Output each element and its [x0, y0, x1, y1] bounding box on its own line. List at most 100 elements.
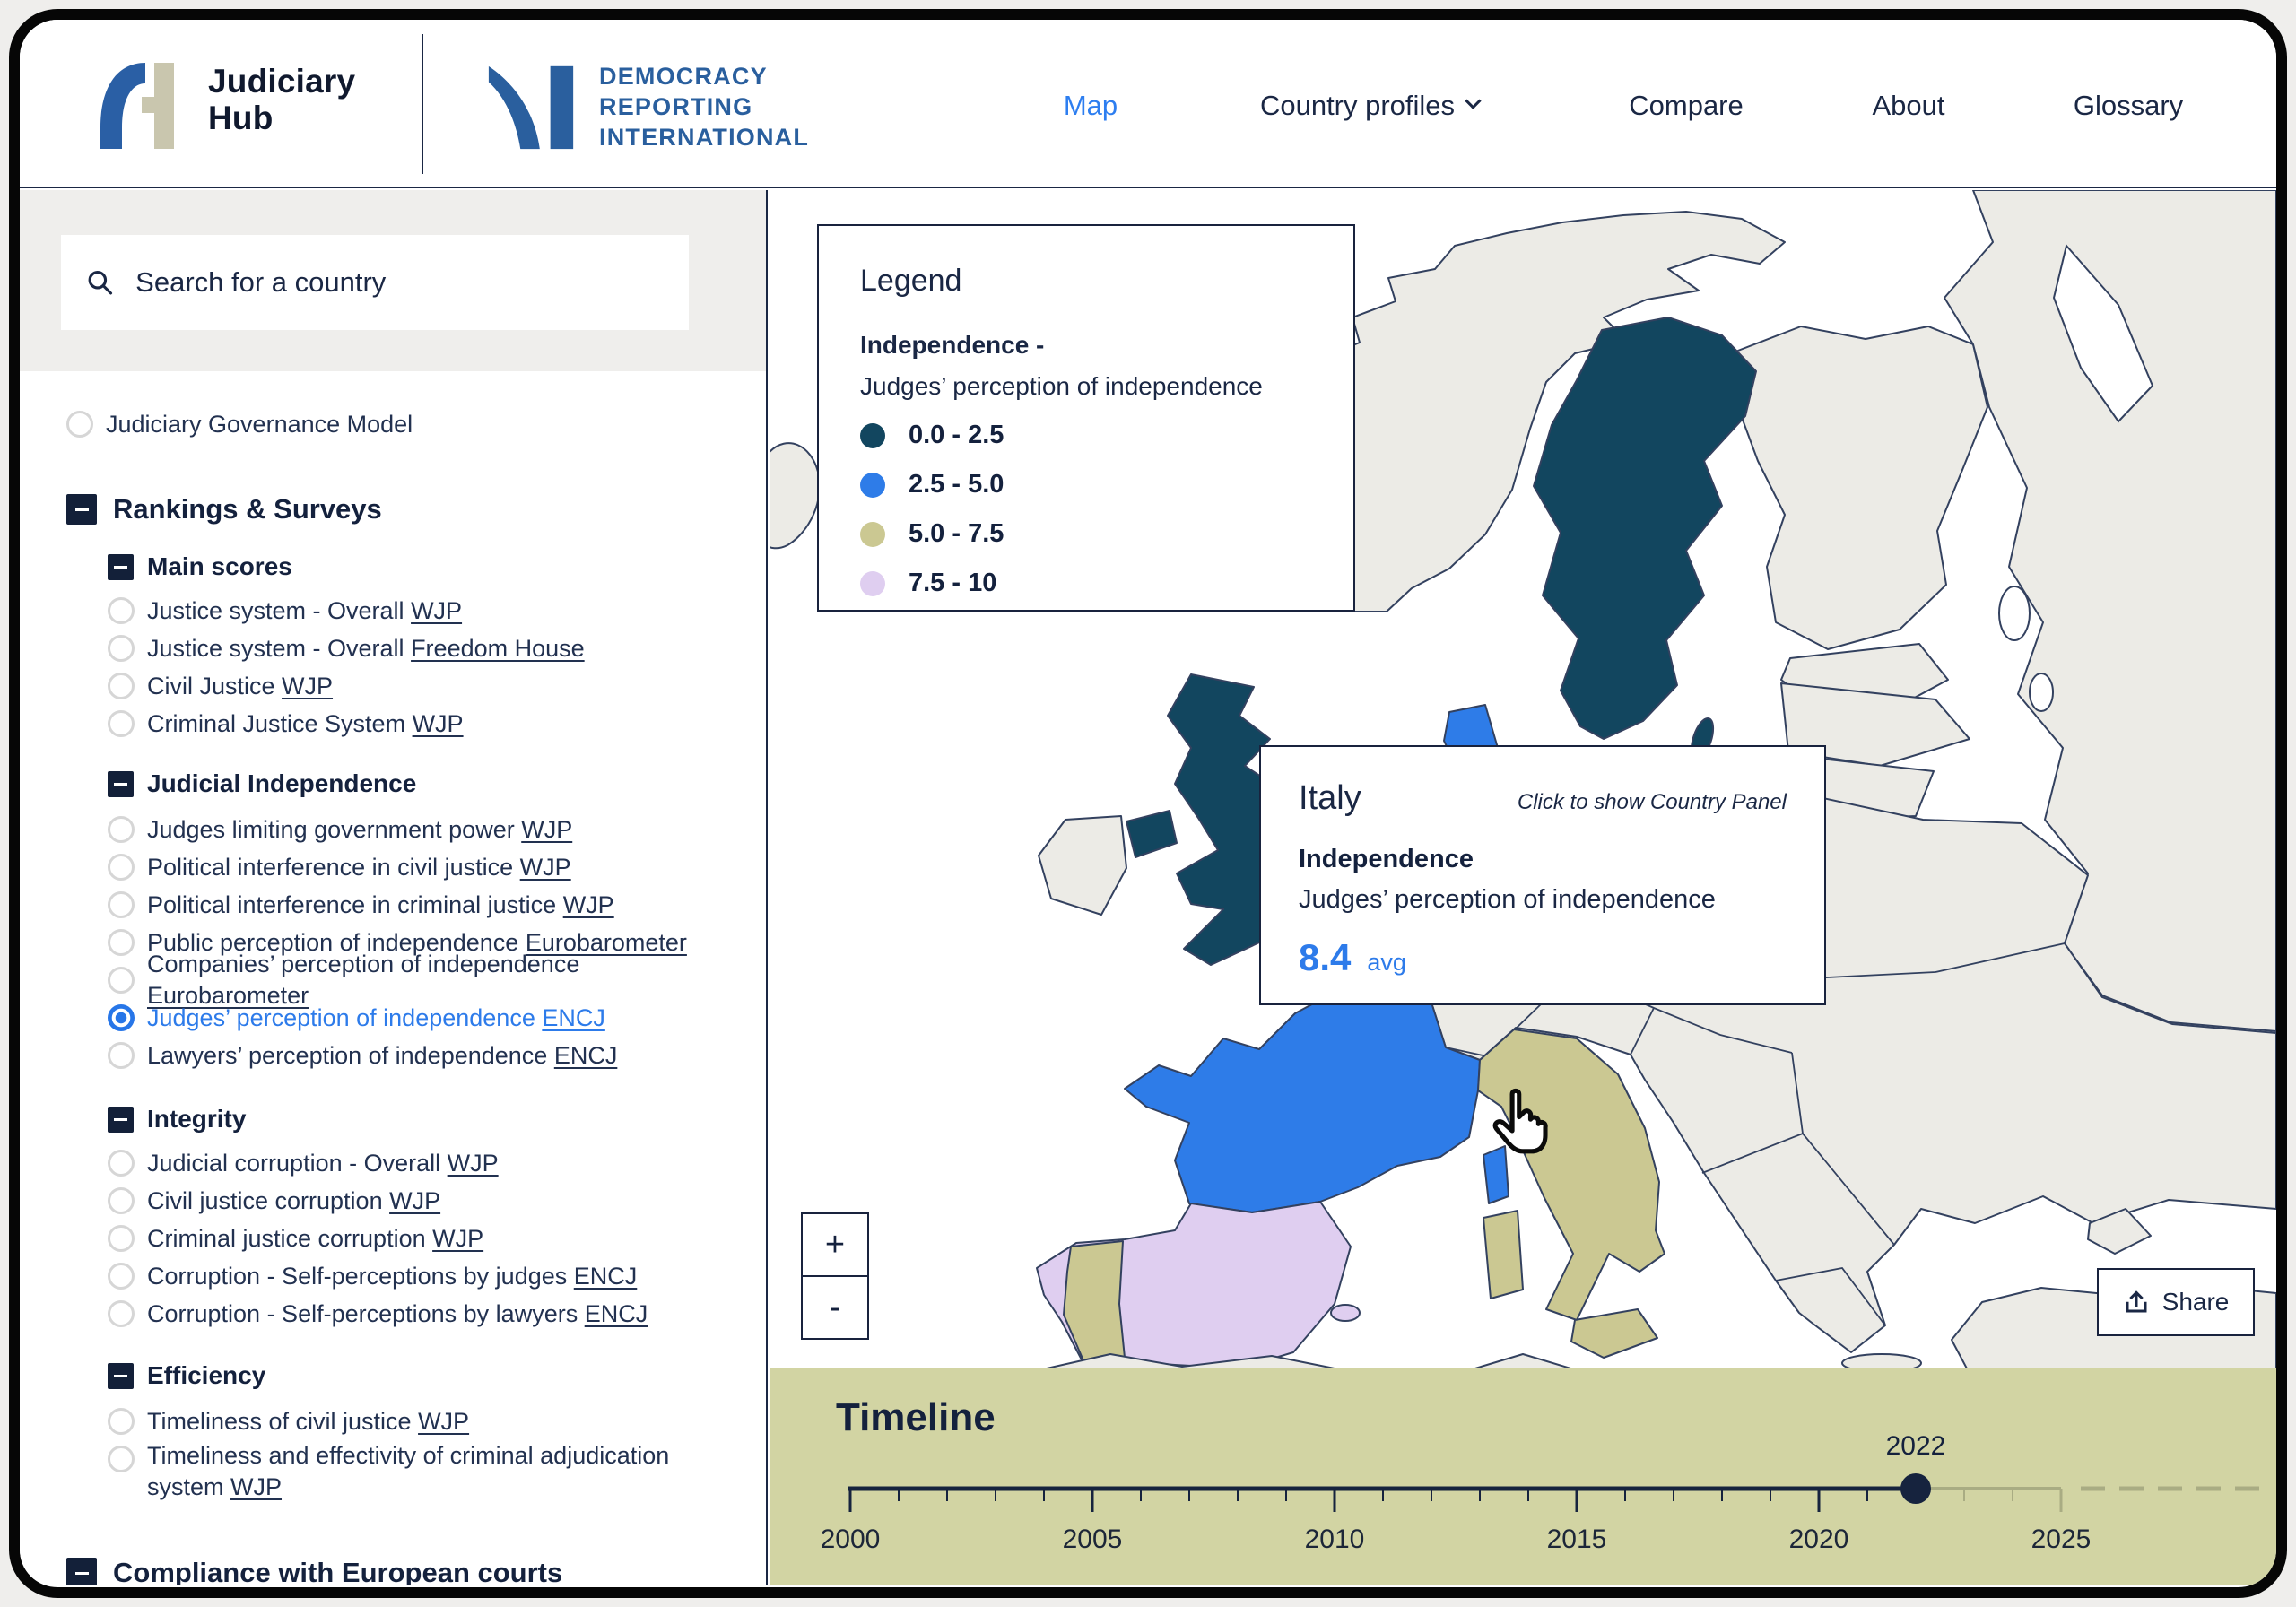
crimea[interactable]: [2087, 1208, 2152, 1255]
country-ireland[interactable]: [1038, 815, 1127, 916]
country-iceland-partial[interactable]: [770, 442, 821, 550]
sidebar-option[interactable]: Justice system - Overall WJP: [108, 592, 766, 630]
section-header-compliance-with-european-courts[interactable]: Compliance with European courts: [66, 1551, 766, 1585]
country-russia[interactable]: [1944, 190, 2276, 1032]
source-link[interactable]: WJP: [282, 672, 334, 699]
collapse-minus-icon[interactable]: [108, 1106, 134, 1133]
radio[interactable]: [108, 1300, 135, 1327]
radio[interactable]: [108, 673, 135, 699]
source-link[interactable]: WJP: [418, 1407, 470, 1435]
subsection-header-judicial-independence[interactable]: Judicial Independence: [108, 768, 766, 800]
sidebar-option[interactable]: Judicial corruption - Overall WJP: [108, 1144, 766, 1182]
source-link[interactable]: WJP: [230, 1472, 283, 1500]
radio[interactable]: [66, 411, 93, 438]
subsection-header-main-scores[interactable]: Main scores: [108, 551, 766, 583]
sidebar-option[interactable]: Political interference in civil justice …: [108, 848, 766, 886]
lake: [1998, 586, 2031, 641]
search-input[interactable]: [134, 265, 664, 300]
collapse-minus-icon[interactable]: [108, 1362, 134, 1389]
sidebar-option[interactable]: Corruption - Self-perceptions by lawyers…: [108, 1295, 766, 1333]
source-link[interactable]: ENCJ: [584, 1299, 648, 1327]
sidebar-option[interactable]: Timeliness and effectivity of criminal a…: [108, 1440, 766, 1505]
sidebar-option[interactable]: Corruption - Self-perceptions by judges …: [108, 1257, 766, 1295]
nav-item-country-profiles[interactable]: Country profiles: [1260, 90, 1482, 122]
sidebar-option[interactable]: Criminal Justice System WJP: [108, 705, 766, 743]
country-finland[interactable]: [1730, 326, 1988, 650]
island-sicily[interactable]: [1570, 1308, 1658, 1359]
sidebar-option[interactable]: Judges’ perception of independence ENCJ: [108, 999, 766, 1037]
subsection-header-efficiency[interactable]: Efficiency: [108, 1359, 766, 1392]
sidebar-option[interactable]: Political interference in criminal justi…: [108, 886, 766, 924]
radio[interactable]: [108, 1446, 135, 1472]
source-link[interactable]: WJP: [389, 1186, 441, 1214]
timeline-slider-handle[interactable]: [1900, 1473, 1931, 1504]
country-latvia[interactable]: [1780, 682, 1970, 767]
search-band: [20, 190, 766, 371]
subsection-header-integrity[interactable]: Integrity: [108, 1103, 766, 1135]
sidebar-option[interactable]: Companies’ perception of independence Eu…: [108, 951, 766, 1009]
radio-selected[interactable]: [108, 1004, 135, 1031]
source-link[interactable]: WJP: [412, 709, 464, 737]
sidebar-option[interactable]: Judiciary Governance Model: [66, 405, 766, 443]
radio[interactable]: [108, 710, 135, 737]
island-sardinia[interactable]: [1483, 1210, 1524, 1299]
sidebar-option[interactable]: Judges limiting government power WJP: [108, 811, 766, 848]
section-title: Compliance with European courts: [113, 1557, 563, 1585]
radio[interactable]: [108, 1187, 135, 1214]
sidebar-option[interactable]: Civil Justice WJP: [108, 667, 766, 705]
sidebar-option[interactable]: Lawyers’ perception of independence ENCJ: [108, 1037, 766, 1074]
island-corsica[interactable]: [1483, 1145, 1509, 1204]
radio[interactable]: [108, 816, 135, 843]
radio[interactable]: [108, 891, 135, 918]
radio[interactable]: [108, 854, 135, 881]
cursor-pointer-icon: [1492, 1088, 1548, 1154]
radio[interactable]: [108, 1150, 135, 1177]
country-sweden[interactable]: [1533, 317, 1757, 740]
zoom-in-button[interactable]: +: [801, 1212, 869, 1277]
source-link[interactable]: WJP: [447, 1149, 499, 1177]
radio[interactable]: [108, 967, 135, 994]
source-link[interactable]: WJP: [519, 853, 571, 881]
nav-item-glossary[interactable]: Glossary: [2073, 90, 2184, 121]
source-link[interactable]: ENCJ: [573, 1262, 638, 1290]
legend-range-label: 0.0 - 2.5: [909, 421, 1004, 449]
legend-swatch: [860, 422, 885, 448]
source-link[interactable]: WJP: [521, 815, 573, 843]
nav-item-map[interactable]: Map: [1063, 90, 1118, 121]
sidebar-option[interactable]: Public perception of independence Euroba…: [108, 924, 766, 961]
radio[interactable]: [108, 1408, 135, 1435]
zoom-out-button[interactable]: -: [801, 1275, 869, 1340]
source-link[interactable]: ENCJ: [542, 1003, 605, 1031]
timeline-slider[interactable]: 2000 2005 2010 2015 2020 2025 2022: [770, 1426, 2276, 1585]
island-mallorca[interactable]: [1330, 1304, 1361, 1322]
island-crete[interactable]: [1841, 1353, 1922, 1370]
collapse-minus-icon[interactable]: [108, 553, 134, 580]
chevron-down-icon: [1465, 92, 1482, 109]
source-link[interactable]: WJP: [432, 1224, 484, 1252]
nav-item-about[interactable]: About: [1872, 90, 1945, 121]
source-link[interactable]: Freedom House: [411, 634, 585, 662]
country-northern-ireland[interactable]: [1126, 810, 1178, 858]
radio[interactable]: [108, 1042, 135, 1069]
nav-item-compare[interactable]: Compare: [1629, 90, 1744, 121]
sidebar-option[interactable]: Justice system - Overall Freedom House: [108, 630, 766, 667]
source-link[interactable]: WJP: [562, 890, 614, 918]
radio[interactable]: [108, 635, 135, 662]
radio[interactable]: [108, 1263, 135, 1290]
radio[interactable]: [108, 929, 135, 956]
sidebar-option[interactable]: Civil justice corruption WJP: [108, 1182, 766, 1220]
radio[interactable]: [108, 1225, 135, 1252]
radio[interactable]: [108, 597, 135, 624]
source-link[interactable]: WJP: [411, 596, 463, 624]
share-button[interactable]: Share: [2097, 1268, 2255, 1336]
source-link[interactable]: Eurobarometer: [147, 982, 309, 1009]
collapse-minus-icon[interactable]: [66, 1558, 97, 1585]
collapse-minus-icon[interactable]: [108, 770, 134, 797]
source-link[interactable]: ENCJ: [553, 1041, 618, 1069]
collapse-minus-icon[interactable]: [66, 494, 97, 525]
section-header-rankings-surveys[interactable]: Rankings & Surveys: [66, 488, 766, 531]
sidebar-option[interactable]: Criminal justice corruption WJP: [108, 1220, 766, 1257]
country-tooltip[interactable]: Italy Click to show Country Panel Indepe…: [1259, 745, 1826, 1005]
sidebar-option[interactable]: Timeliness of civil justice WJP: [108, 1403, 766, 1440]
source-link[interactable]: Eurobarometer: [525, 928, 687, 956]
